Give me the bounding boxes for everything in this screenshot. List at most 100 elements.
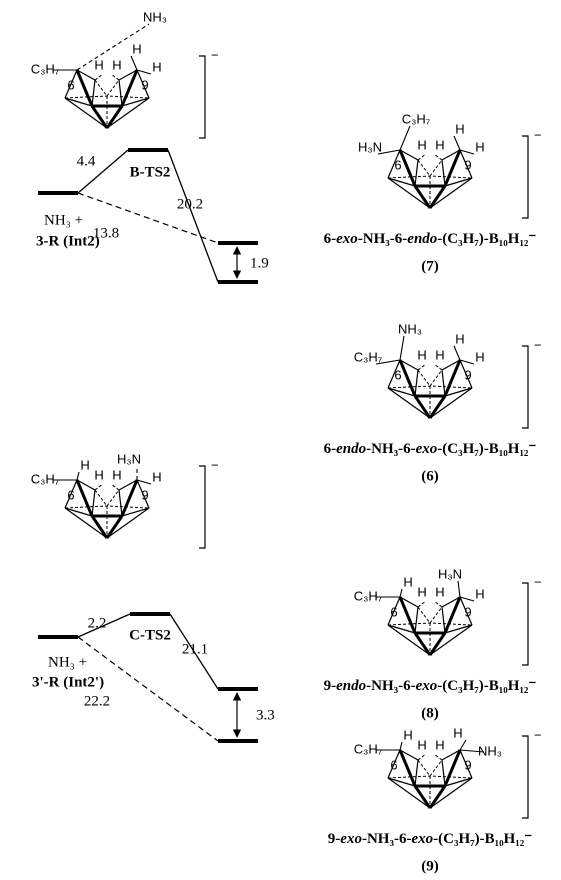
atom-label: C₃H₇	[354, 349, 383, 364]
drop-label: 21.1	[182, 641, 208, 657]
name-part: 9-	[324, 678, 337, 694]
gap-label: 1.9	[250, 255, 269, 271]
atom-label: NH₃	[478, 743, 502, 758]
atom-label: H	[475, 139, 484, 154]
atom-label: H	[417, 137, 426, 152]
reactant-name: 3'-R (Int2')	[32, 674, 104, 690]
name-part: exo	[416, 678, 438, 694]
atom-label: H	[417, 584, 426, 599]
compound-number: (6)	[421, 468, 439, 484]
atom-label: C₃H₇	[31, 471, 60, 486]
cage	[65, 70, 149, 128]
atom-label: 9	[141, 77, 148, 92]
atom-label: 6	[390, 604, 397, 619]
atom-label: H	[455, 331, 464, 346]
name-part: 6-	[324, 231, 337, 247]
charge-bracket	[522, 736, 528, 818]
charge: −	[534, 574, 542, 589]
bond	[400, 742, 402, 750]
atom-label: 9	[464, 757, 471, 772]
atom-label: H	[112, 467, 121, 482]
atom-label: 9	[464, 157, 471, 172]
name-part: exo	[411, 831, 433, 847]
name-part: exo	[336, 231, 358, 247]
atom-label: H	[435, 584, 444, 599]
barrier-label: 4.4	[77, 153, 96, 169]
atom-label: 9	[464, 367, 471, 382]
atom-label: H	[80, 457, 89, 472]
name-part: -(C₃H₇)-B₁₀H₁₂⁻	[437, 441, 536, 457]
atom-label: H	[132, 41, 141, 56]
atom-label: H₃N	[117, 451, 141, 466]
name-part: -NH₃-6-	[362, 831, 411, 847]
drop-label: 20.2	[177, 196, 203, 212]
name-part: -NH₃-6-	[366, 678, 415, 694]
atom-label: C₃H₇	[31, 61, 60, 76]
atom-label: C₃H₇	[354, 588, 383, 603]
bond	[77, 472, 79, 480]
molecule: C₃H₇H6HHH₃NH9−	[354, 566, 542, 665]
name-part: endo	[336, 678, 366, 694]
atom-label: H	[112, 57, 121, 72]
cage	[65, 480, 149, 538]
atom-label: H	[435, 737, 444, 752]
compound-number: (7)	[421, 258, 439, 274]
bond	[460, 740, 466, 750]
reactant-name: 3-R (Int2)	[36, 233, 100, 249]
name-part: 6-	[324, 441, 337, 457]
cage	[388, 750, 472, 808]
atom-label: H	[455, 121, 464, 136]
molecule: C₃H₇H₃N6HHHH9−	[358, 111, 542, 218]
name-part: -(C₃H₇)-B₁₀H₁₂⁻	[437, 231, 536, 247]
bond	[400, 589, 402, 597]
atom-label: 6	[390, 757, 397, 772]
name-part: endo	[407, 231, 437, 247]
atom-label: H	[475, 586, 484, 601]
atom-label: H	[475, 349, 484, 364]
atom-label: H	[417, 737, 426, 752]
charge: −	[211, 47, 219, 62]
compound-name: 9-endo-NH₃-6-exo-(C₃H₇)-B₁₀H₁₂⁻	[324, 678, 537, 694]
ts-label: C-TS2	[129, 627, 171, 643]
barrier-label: 2.2	[88, 615, 107, 631]
compound-name: 9-exo-NH₃-6-exo-(C₃H₇)-B₁₀H₁₂⁻	[328, 831, 532, 847]
bond	[454, 346, 460, 360]
charge: −	[211, 457, 219, 472]
compound-name: 6-endo-NH₃-6-exo-(C₃H₇)-B₁₀H₁₂⁻	[324, 441, 537, 457]
atom-label: 9	[464, 604, 471, 619]
cage	[388, 597, 472, 655]
direct-label: 22.2	[84, 693, 110, 709]
charge-bracket	[522, 136, 528, 218]
bond	[131, 56, 137, 70]
atom-label: H	[435, 137, 444, 152]
charge-bracket	[199, 56, 205, 138]
atom-label: 6	[67, 487, 74, 502]
charge-bracket	[522, 346, 528, 428]
bond	[458, 581, 460, 597]
atom-label: H	[403, 574, 412, 589]
name-part: endo	[336, 441, 366, 457]
name-part: -(C₃H₇)-B₁₀H₁₂⁻	[433, 831, 532, 847]
atom-label: H	[152, 59, 161, 74]
atom-label: 9	[141, 487, 148, 502]
atom-label: NH₃	[398, 321, 422, 336]
path-line	[168, 150, 218, 282]
charge-bracket	[522, 583, 528, 665]
atom-label: H	[94, 467, 103, 482]
name-part: -(C₃H₇)-B₁₀H₁₂⁻	[437, 678, 536, 694]
name-part: exo	[416, 441, 438, 457]
atom-label: H₃N	[438, 566, 462, 581]
atom-label: 6	[394, 157, 401, 172]
atom-label: H₃N	[358, 139, 382, 154]
atom-label: H	[417, 347, 426, 362]
atom-label: H	[94, 57, 103, 72]
atom-label: H	[152, 469, 161, 484]
charge-bracket	[199, 466, 205, 548]
atom-label: 6	[67, 77, 74, 92]
atom-label: C₃H₇	[354, 741, 383, 756]
atom-label: NH₃	[143, 9, 167, 24]
molecule: C₃H₇H6HHHNH₃9−	[354, 725, 542, 818]
